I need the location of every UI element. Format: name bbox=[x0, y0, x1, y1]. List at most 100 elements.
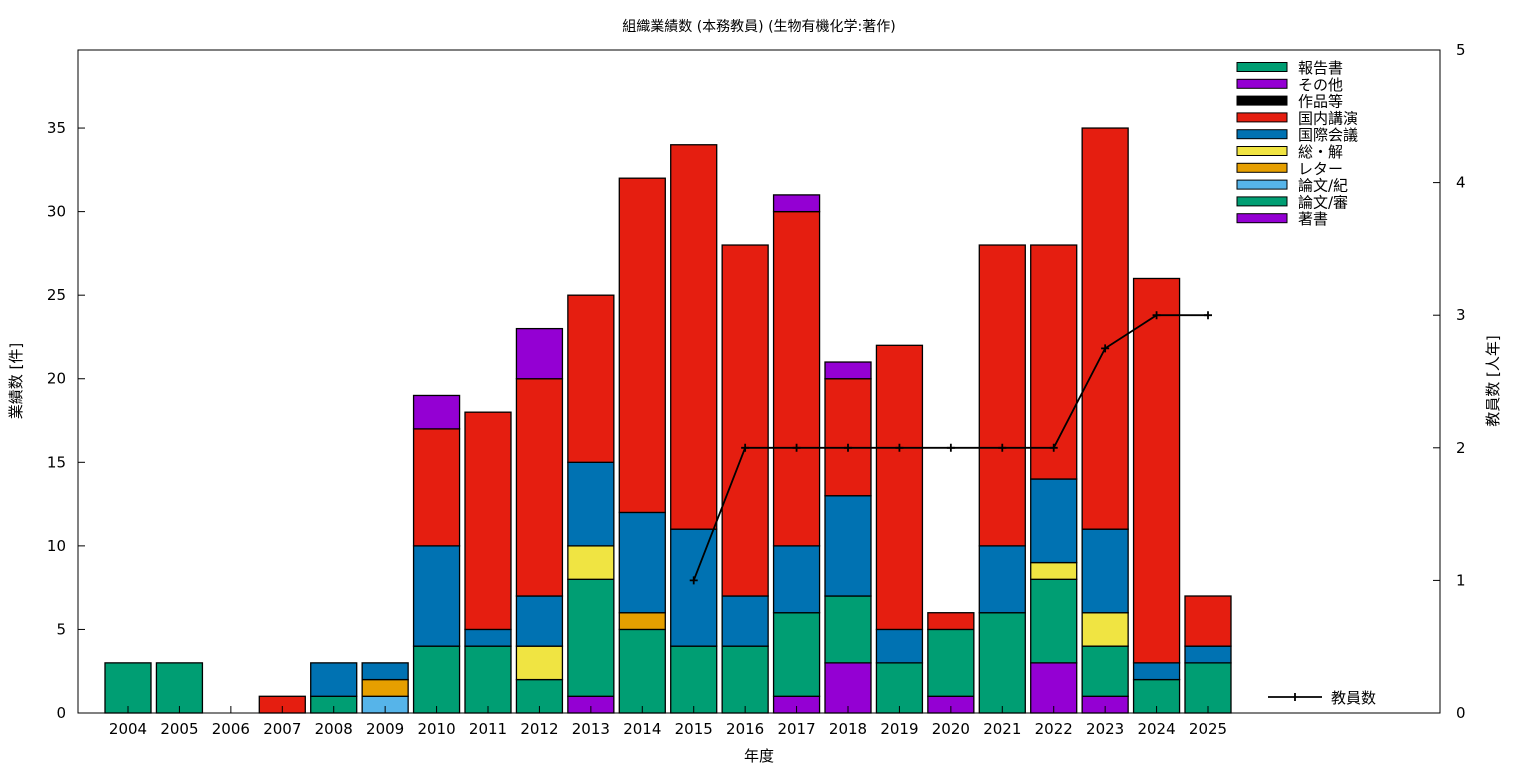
chart-title: 組織業績数 (本務教員) (生物有機化学:著作) bbox=[622, 19, 895, 35]
x-tick-label: 2007 bbox=[263, 720, 301, 738]
y-tick-label: 20 bbox=[47, 370, 66, 388]
faculty-count-point bbox=[998, 443, 1007, 452]
bar-segment bbox=[1081, 528, 1129, 614]
bar-segment bbox=[618, 177, 666, 514]
legend-label: 国際会議 bbox=[1298, 126, 1358, 144]
legend-swatch bbox=[1236, 95, 1288, 106]
legend-swatch bbox=[1236, 78, 1288, 89]
legend-label: 報告書 bbox=[1298, 59, 1343, 77]
bar-segment bbox=[721, 595, 769, 647]
bar-segment bbox=[464, 645, 512, 714]
bar-segment bbox=[464, 411, 512, 631]
x-tick-label: 2014 bbox=[623, 720, 661, 738]
legend-swatch bbox=[1236, 146, 1288, 156]
legend-swatch bbox=[1236, 213, 1288, 224]
bar-segment bbox=[412, 545, 461, 647]
bar-segment bbox=[515, 595, 564, 647]
legend-swatch bbox=[1236, 112, 1288, 123]
y-tick-label: 0 bbox=[56, 704, 66, 722]
x-tick-label: 2021 bbox=[983, 720, 1021, 738]
y2-tick-label: 0 bbox=[1456, 704, 1466, 722]
legend-label: 教員数 bbox=[1331, 689, 1376, 707]
y2-axis-label: 教員数 [人年] bbox=[1484, 335, 1502, 426]
faculty-count-point bbox=[689, 576, 698, 585]
bar-segment bbox=[1132, 662, 1181, 681]
legend-label: 論文/紀 bbox=[1298, 177, 1348, 195]
x-tick-label: 2025 bbox=[1189, 720, 1227, 738]
bar-segment bbox=[412, 394, 461, 430]
faculty-count-point bbox=[895, 443, 904, 452]
bar-segment bbox=[104, 662, 152, 714]
bar-segment bbox=[361, 662, 409, 681]
x-axis-label: 年度 bbox=[744, 747, 774, 765]
bar-segment bbox=[1081, 612, 1129, 647]
legend-swatch bbox=[1236, 179, 1288, 190]
bar-segment bbox=[155, 662, 204, 714]
bar-segment bbox=[567, 461, 615, 547]
x-tick-label: 2005 bbox=[160, 720, 198, 738]
bar-segment bbox=[772, 194, 821, 213]
bar-segment bbox=[1030, 578, 1078, 664]
bar-segment bbox=[927, 628, 975, 697]
faculty-count-point bbox=[1152, 311, 1161, 320]
bar-segment bbox=[1030, 662, 1078, 714]
x-tick-label: 2018 bbox=[829, 720, 867, 738]
bar-segment bbox=[412, 645, 461, 714]
bar-segment bbox=[1184, 662, 1232, 714]
bar-segment bbox=[721, 645, 769, 714]
bar-segment bbox=[361, 678, 409, 697]
bar-segment bbox=[310, 662, 358, 697]
x-tick-label: 2009 bbox=[366, 720, 404, 738]
bar-segment bbox=[1081, 645, 1129, 697]
legend-label: レター bbox=[1298, 160, 1343, 178]
bar-segment bbox=[1030, 244, 1078, 480]
bar-segment bbox=[670, 528, 718, 647]
y2-tick-label: 1 bbox=[1456, 571, 1466, 589]
bar-segment bbox=[567, 294, 615, 463]
faculty-count-point bbox=[946, 443, 955, 452]
x-tick-label: 2020 bbox=[932, 720, 970, 738]
legend-swatch bbox=[1236, 129, 1288, 140]
legend-label: 作品等 bbox=[1298, 93, 1343, 111]
bar-segment bbox=[412, 428, 461, 547]
bar-segment bbox=[1081, 127, 1129, 530]
y2-tick-label: 2 bbox=[1456, 439, 1466, 457]
bar-segment bbox=[464, 628, 512, 647]
bar-segment bbox=[618, 612, 666, 631]
bar-segment bbox=[978, 244, 1026, 547]
bar-segment bbox=[824, 595, 872, 664]
y-tick-label: 30 bbox=[47, 203, 66, 221]
y-tick-label: 15 bbox=[47, 453, 66, 471]
x-tick-label: 2024 bbox=[1137, 720, 1175, 738]
bar-segment bbox=[1184, 595, 1232, 647]
legend-swatch bbox=[1236, 196, 1288, 207]
bar-segment bbox=[875, 344, 924, 631]
bar-segment bbox=[567, 545, 615, 580]
bar-segment bbox=[978, 545, 1026, 614]
bar-segment bbox=[515, 645, 564, 681]
bar-segment bbox=[772, 210, 821, 547]
faculty-count-point bbox=[741, 443, 750, 452]
legend-label: 論文/審 bbox=[1298, 193, 1348, 211]
bar-segment bbox=[567, 578, 615, 697]
bar-segment bbox=[875, 662, 924, 714]
x-tick-label: 2011 bbox=[469, 720, 507, 738]
y2-tick-label: 3 bbox=[1456, 306, 1466, 324]
bar-segment bbox=[1030, 561, 1078, 580]
bar-segment bbox=[824, 495, 872, 597]
x-tick-label: 2004 bbox=[109, 720, 147, 738]
faculty-count-point bbox=[1101, 344, 1110, 353]
bar-segment bbox=[824, 662, 872, 714]
bar-segment bbox=[515, 378, 564, 597]
bar-segment bbox=[670, 144, 718, 530]
bar-segment bbox=[721, 244, 769, 597]
bar-segment bbox=[1184, 645, 1232, 664]
y-tick-label: 25 bbox=[47, 286, 66, 304]
x-tick-label: 2015 bbox=[675, 720, 713, 738]
bar-segment bbox=[618, 628, 666, 714]
bar-segment bbox=[978, 612, 1026, 714]
bar-segment bbox=[618, 511, 666, 614]
plot-frame bbox=[77, 49, 1441, 714]
legend-label: 総・解 bbox=[1298, 143, 1343, 161]
